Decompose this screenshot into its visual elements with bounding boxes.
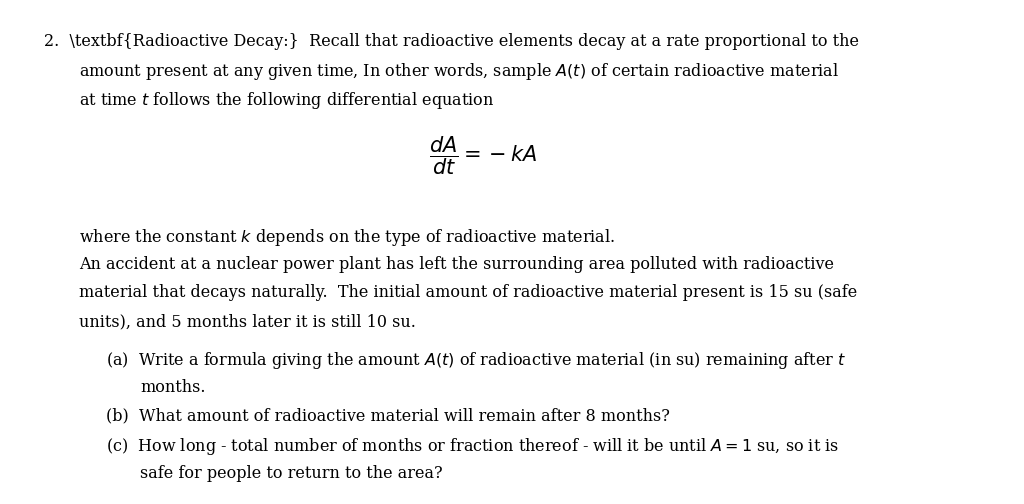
Text: (c)  How long - total number of months or fraction thereof - will it be until $A: (c) How long - total number of months or… <box>106 436 840 458</box>
Text: amount present at any given time, In other words, sample $A(t)$ of certain radio: amount present at any given time, In oth… <box>79 61 840 83</box>
Text: months.: months. <box>140 379 206 396</box>
Text: An accident at a nuclear power plant has left the surrounding area polluted with: An accident at a nuclear power plant has… <box>79 256 835 273</box>
Text: where the constant $k$ depends on the type of radioactive material.: where the constant $k$ depends on the ty… <box>79 227 615 248</box>
Text: safe for people to return to the area?: safe for people to return to the area? <box>140 465 442 482</box>
Text: material that decays naturally.  The initial amount of radioactive material pres: material that decays naturally. The init… <box>79 284 857 301</box>
Text: (a)  Write a formula giving the amount $A(t)$ of radioactive material (in su) re: (a) Write a formula giving the amount $A… <box>106 350 847 371</box>
Text: 2.  \textbf{Radioactive Decay:}  Recall that radioactive elements decay at a rat: 2. \textbf{Radioactive Decay:} Recall th… <box>43 33 858 50</box>
Text: (b)  What amount of radioactive material will remain after 8 months?: (b) What amount of radioactive material … <box>106 408 671 425</box>
Text: $\dfrac{dA}{dt} = -kA$: $\dfrac{dA}{dt} = -kA$ <box>429 135 538 177</box>
Text: units), and 5 months later it is still 10 su.: units), and 5 months later it is still 1… <box>79 313 416 330</box>
Text: at time $t$ follows the following differential equation: at time $t$ follows the following differ… <box>79 90 495 111</box>
